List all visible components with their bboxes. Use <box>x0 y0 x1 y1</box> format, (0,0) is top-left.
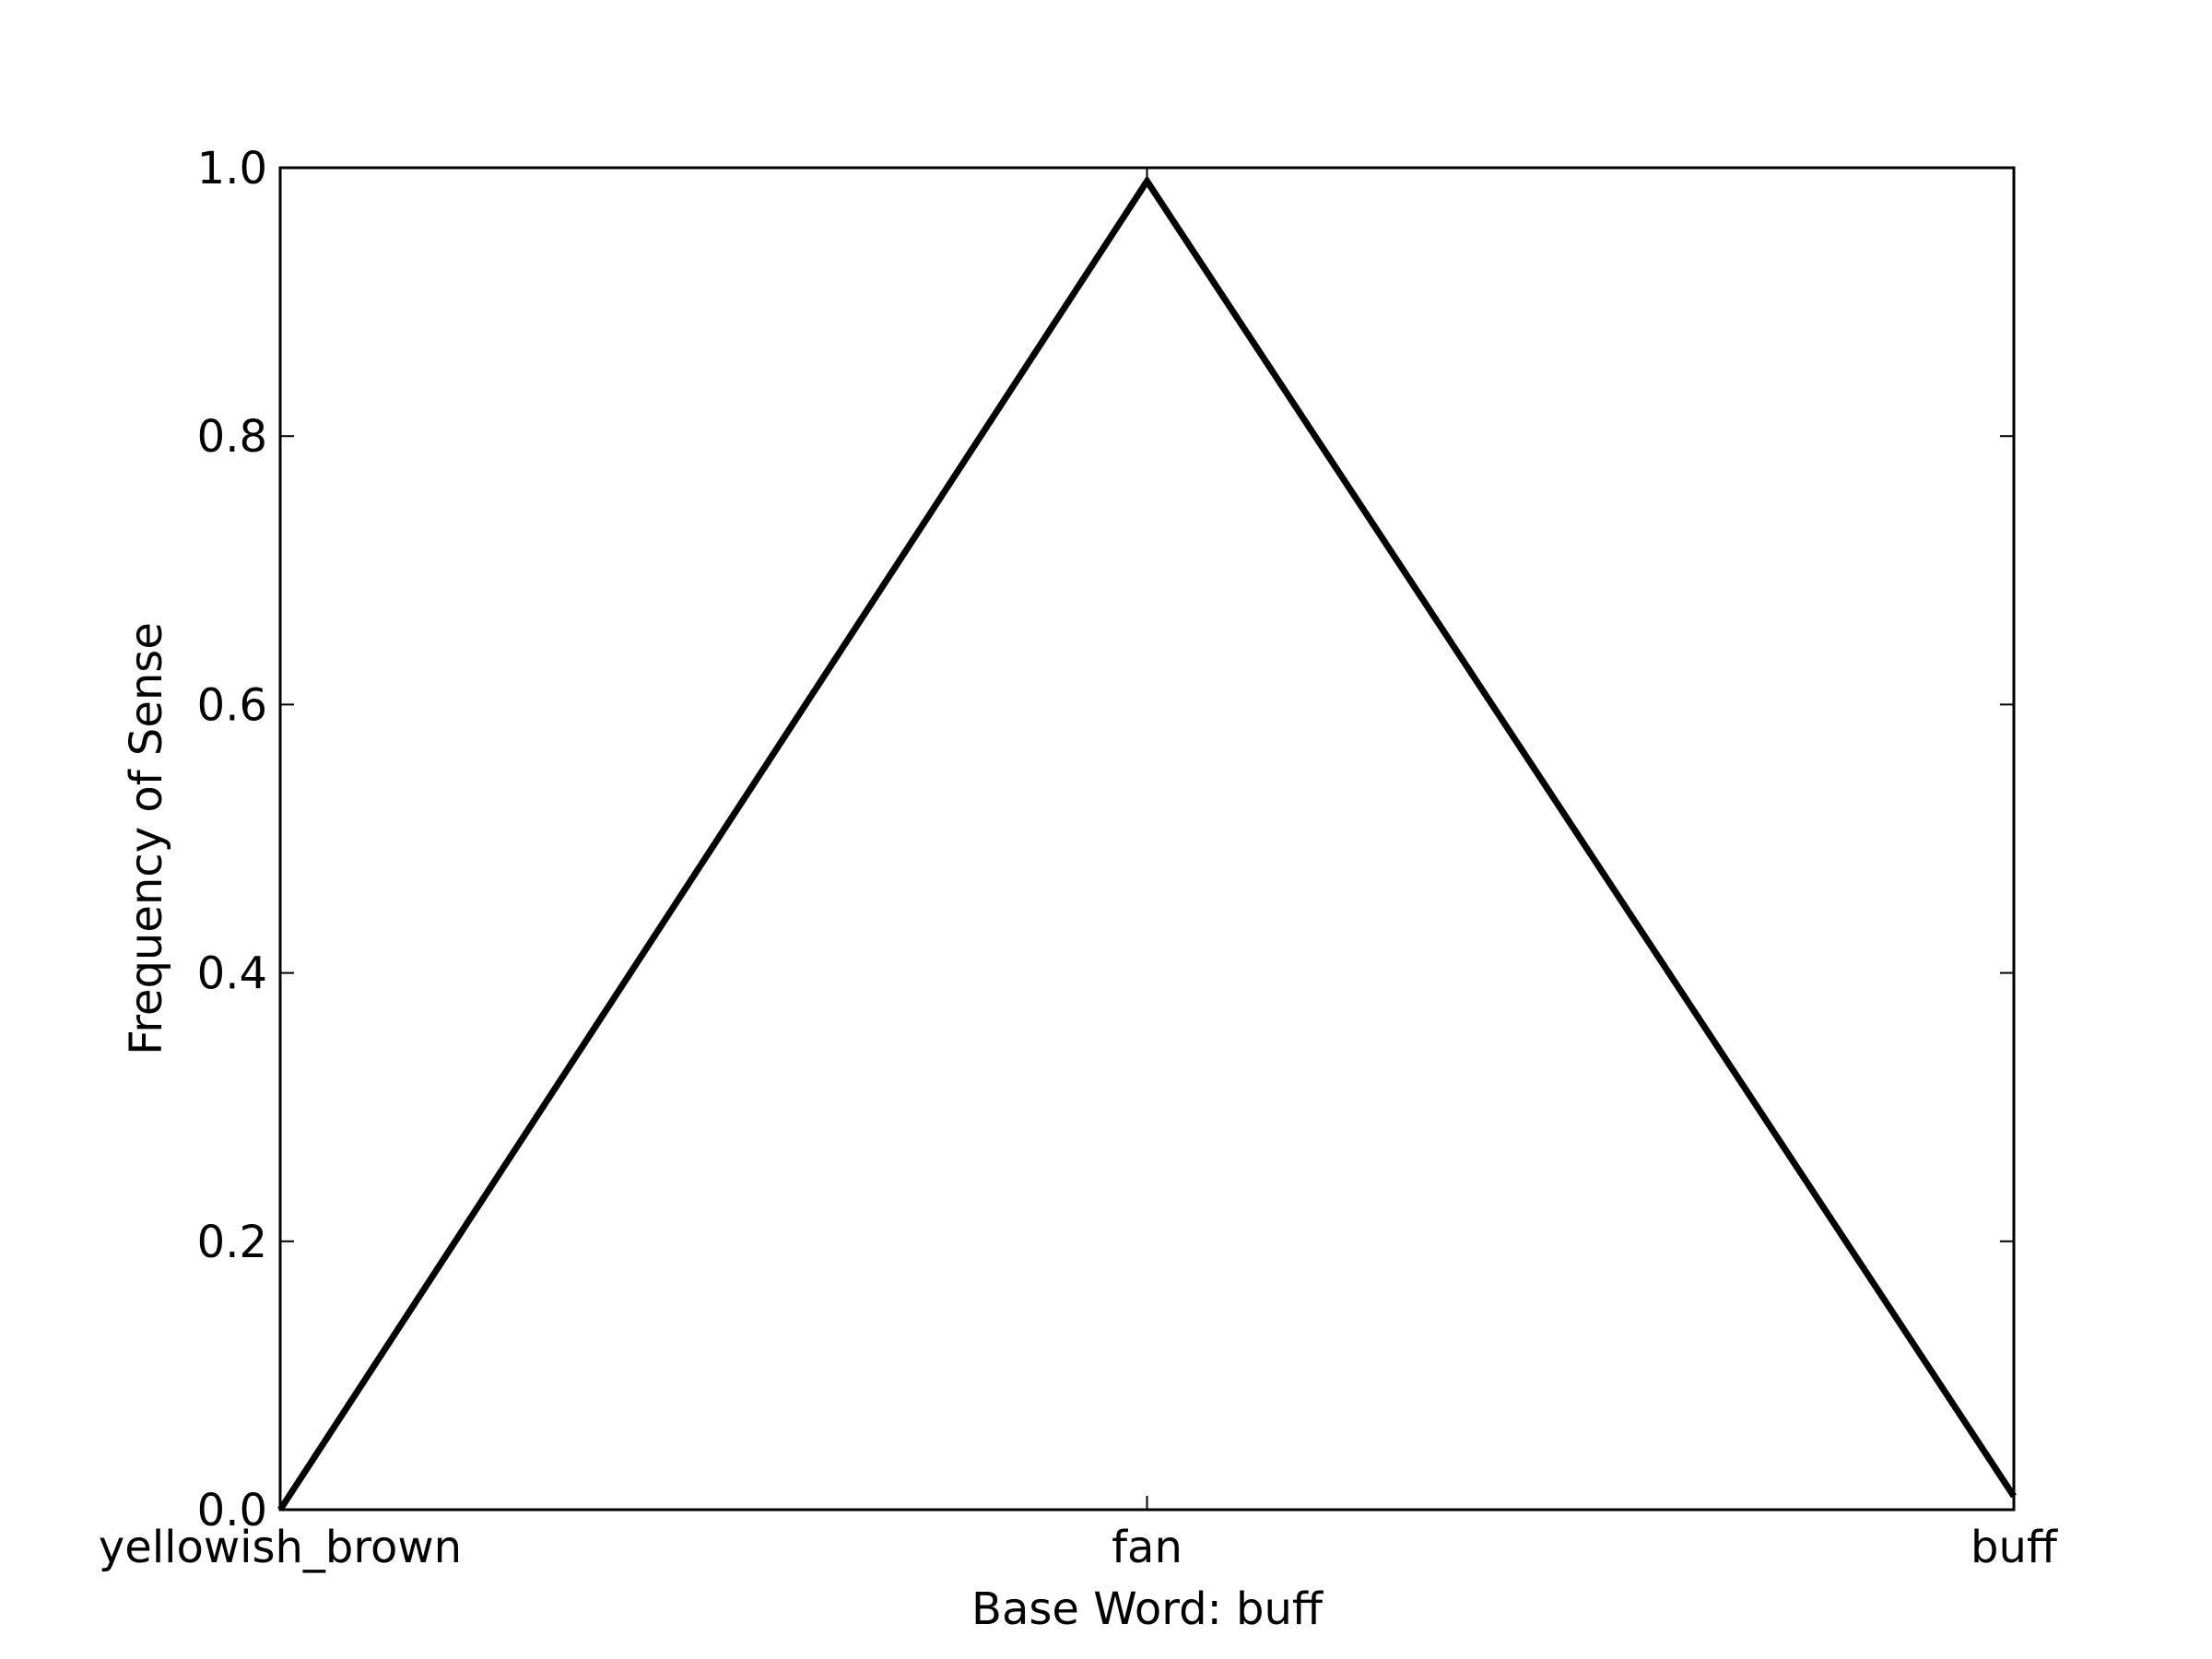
y-tick-label: 0.6 <box>197 679 267 731</box>
y-tick-label: 0.2 <box>197 1217 267 1268</box>
axis-ticks: 0.0 0.2 0.4 0.6 0.8 1.0 yellowish_brown fan buff <box>99 143 2058 1573</box>
y-axis-label: Frequency of Sense <box>121 622 172 1055</box>
y-tick-label: 0.8 <box>197 411 267 463</box>
x-tick-label: fan <box>1112 1522 1182 1573</box>
y-tick-label: 1.0 <box>197 143 267 194</box>
y-tick-label: 0.0 <box>197 1485 267 1536</box>
x-tick-label: yellowish_brown <box>99 1522 462 1573</box>
x-axis-label: Base Word: buff <box>971 1583 1324 1635</box>
x-tick-label: buff <box>1971 1522 2058 1573</box>
y-tick-label: 0.4 <box>197 948 267 1000</box>
